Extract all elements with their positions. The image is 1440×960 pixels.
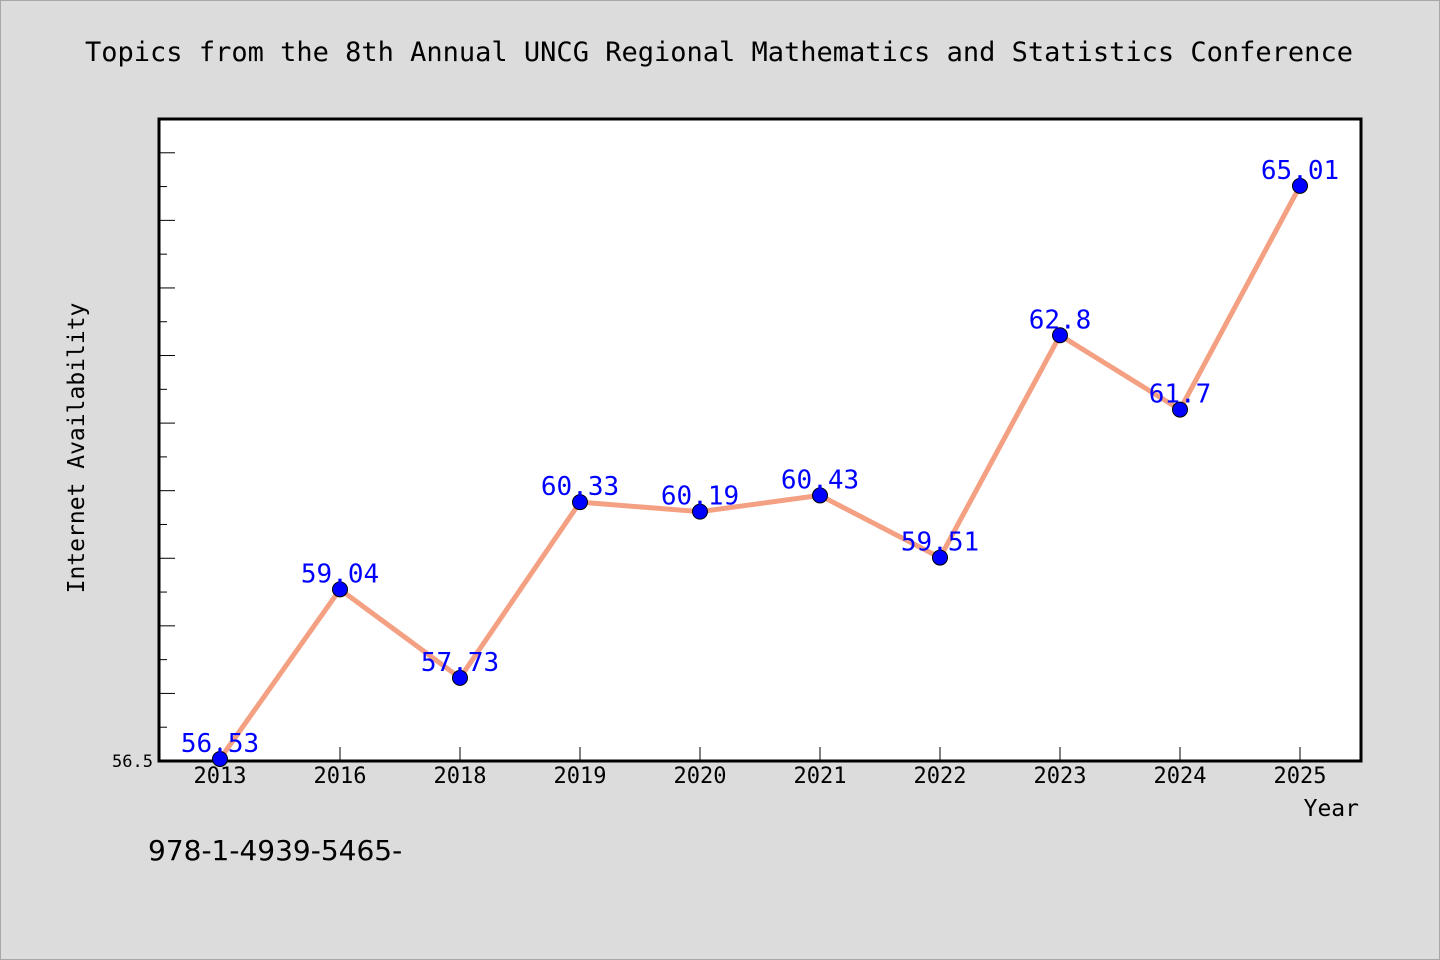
- data-point: [212, 750, 228, 767]
- isbn-text: 978-1-4939-5465-: [148, 834, 403, 867]
- x-tick-label: 2018: [434, 764, 487, 789]
- x-tick-label: 2022: [914, 764, 967, 789]
- data-labels: 56.53 59.04 57.73 60.33 60.19 60.43 59.51 62.8 6…: [181, 156, 1339, 759]
- data-label: 60.33: [541, 472, 619, 502]
- x-tick-label: 2025: [1274, 764, 1327, 789]
- data-label: 62.8: [1029, 305, 1092, 335]
- data-markers: [212, 177, 1308, 767]
- x-tick-label: 2016: [314, 764, 367, 789]
- series-line: [217, 184, 1303, 761]
- x-tick-label: 2021: [794, 764, 847, 789]
- x-tick-label: 2023: [1034, 764, 1087, 789]
- data-point: [452, 669, 468, 686]
- data-point: [1292, 177, 1308, 194]
- plot-area: [157, 117, 1363, 763]
- data-point: [812, 487, 828, 504]
- y-axis-ticks: [159, 118, 175, 762]
- x-tick-label: 2020: [674, 764, 727, 789]
- data-label: 59.04: [301, 559, 379, 589]
- y-axis-label: Internet Availability: [64, 303, 90, 594]
- data-point: [692, 503, 708, 520]
- data-label: 60.19: [661, 482, 739, 512]
- x-axis-ticks: 2013 2016 2018 2019 2020 2021 2022 2023 2024 2025: [194, 747, 1327, 789]
- data-label: 61.7: [1149, 380, 1212, 410]
- data-label: 65.01: [1261, 156, 1339, 186]
- data-point: [572, 494, 588, 511]
- x-tick-label: 2013: [194, 764, 247, 789]
- x-tick-label: 2019: [554, 764, 607, 789]
- y-axis-min-label: 56.5: [112, 752, 153, 772]
- x-tick-label: 2024: [1154, 764, 1207, 789]
- data-point: [332, 581, 348, 598]
- data-point: [932, 549, 948, 566]
- data-point: [1172, 401, 1188, 418]
- data-label: 56.53: [181, 729, 259, 759]
- x-axis-label: Year: [1304, 796, 1359, 822]
- data-label: 59.51: [901, 528, 979, 558]
- data-point: [1052, 327, 1068, 344]
- chart-title: Topics from the 8th Annual UNCG Regional…: [85, 37, 1353, 68]
- data-label: 60.43: [781, 465, 859, 495]
- data-label: 57.73: [421, 648, 499, 678]
